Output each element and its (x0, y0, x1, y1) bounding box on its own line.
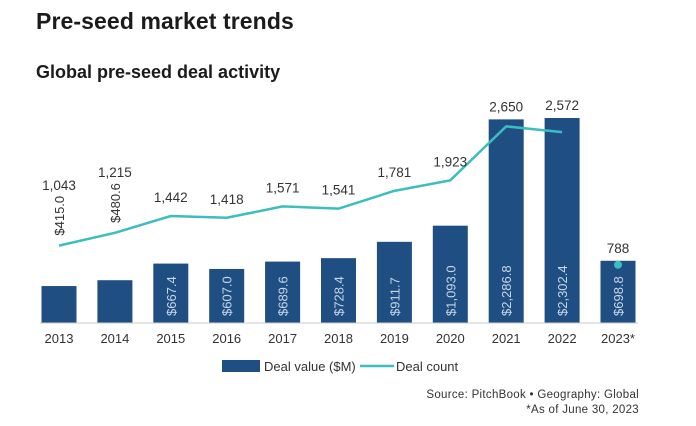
deal-count-point-2023 (614, 260, 622, 269)
legend-label-deal-count: Deal count (396, 359, 459, 374)
legend-swatch-deal-value (222, 360, 260, 372)
x-tick-label: 2017 (268, 331, 297, 346)
deal-count-label: 1,418 (210, 192, 244, 207)
bar-2023* (600, 260, 636, 323)
bar-2019 (376, 241, 412, 323)
deal-count-label: 1,781 (378, 165, 412, 180)
page-title: Pre-seed market trends (36, 8, 294, 34)
deal-count-label: 2,650 (489, 99, 523, 114)
bar-2017 (265, 261, 301, 323)
x-tick-label: 2013 (45, 331, 74, 346)
footnote: *As of June 30, 2023 (526, 404, 639, 416)
x-tick-label: 2016 (212, 331, 241, 346)
x-tick-label: 2019 (380, 331, 409, 346)
deal-count-line (58, 125, 563, 247)
source-note: Source: PitchBook • Geography: Global (426, 389, 639, 401)
deal-count-label: 1,215 (98, 165, 132, 180)
bar-2018 (321, 258, 356, 323)
bar-2021 (488, 119, 524, 324)
bar-value-label: $911.7 (387, 277, 402, 316)
deal-count-label: 1,923 (433, 154, 467, 169)
bar-value-label: $607.0 (220, 276, 235, 316)
deal-count-label: 2,572 (545, 98, 579, 113)
bar-2022 (544, 118, 580, 323)
bar-2013 (41, 286, 77, 323)
legend-label-deal-value: Deal value ($M) (264, 359, 356, 374)
x-tick-label: 2022 (548, 331, 577, 346)
x-tick-label: 2021 (492, 331, 521, 346)
legend: Deal value ($M) Deal count (222, 359, 459, 374)
bar-2015 (153, 263, 189, 323)
deal-count-label: 788 (607, 241, 630, 256)
chart-title: Global pre-seed deal activity (36, 62, 281, 82)
bar-value-label: $1,093.0 (443, 265, 458, 316)
bar-value-label: $415.0 (52, 196, 67, 236)
bar-value-label: $480.6 (108, 183, 123, 223)
x-tick-label: 2023* (601, 331, 635, 346)
x-tick-label: 2020 (436, 331, 465, 346)
bar-value-label: $2,286.8 (499, 265, 514, 316)
x-tick-label: 2014 (100, 331, 129, 346)
deal-count-label: 1,442 (154, 190, 188, 205)
deal-count-label: 1,043 (42, 178, 76, 193)
bar-value-label: $728.4 (332, 276, 347, 316)
x-tick-label: 2015 (156, 331, 185, 346)
deal-count-label: 1,571 (266, 180, 300, 195)
x-tick-label: 2018 (324, 331, 353, 346)
bar-value-label: $667.4 (164, 276, 179, 316)
bar-value-label: $698.8 (611, 276, 626, 316)
bar-value-label: $689.6 (276, 276, 291, 316)
bar-2014 (97, 280, 133, 323)
deal-count-label: 1,541 (322, 183, 356, 198)
bar-2016 (209, 268, 245, 323)
bar-value-label: $2,302.4 (555, 265, 570, 316)
bar-2020 (432, 225, 468, 323)
